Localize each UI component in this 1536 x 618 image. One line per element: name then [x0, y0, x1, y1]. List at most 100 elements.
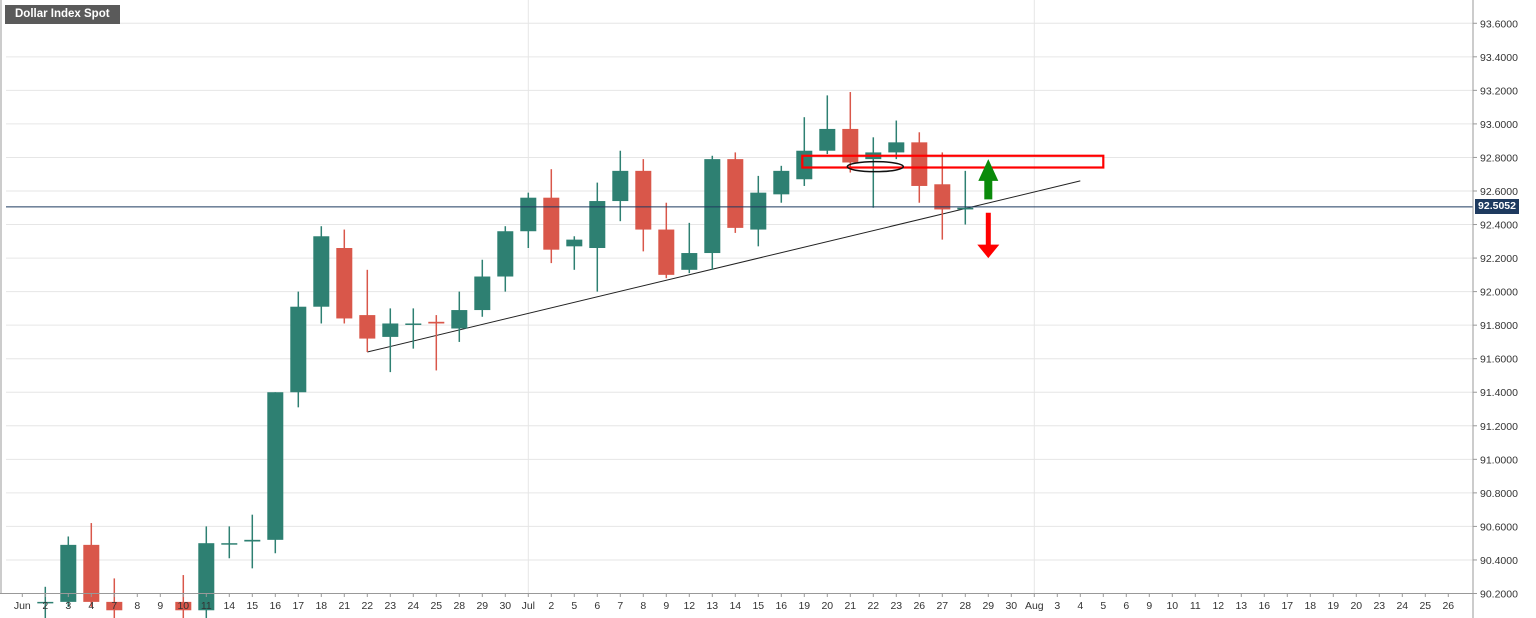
candle-body: [911, 142, 928, 186]
x-tick-label: 12: [1212, 600, 1224, 612]
y-tick-label: 93.0000: [1480, 119, 1518, 131]
candle-body: [474, 276, 491, 311]
candle-body: [359, 315, 376, 339]
highlight-ellipse: [846, 160, 905, 173]
x-tick-label: 13: [706, 600, 718, 612]
x-tick-label: 28: [453, 600, 465, 612]
candle-body: [681, 253, 698, 270]
x-tick-label: 5: [571, 600, 577, 612]
x-tick-label: 2: [42, 600, 48, 612]
bearish-candle: [336, 229, 353, 324]
y-tick-label: 93.4000: [1480, 52, 1518, 64]
candle-body: [290, 306, 307, 393]
bullish-candle: [267, 392, 284, 554]
x-tick-label: 29: [982, 600, 994, 612]
x-tick-label: 15: [752, 600, 764, 612]
x-tick-label: 23: [384, 600, 396, 612]
x-tick-label: 17: [292, 600, 304, 612]
candle-body: [267, 392, 284, 540]
candle-body: [106, 601, 123, 611]
x-tick-label: 7: [617, 600, 623, 612]
bullish-candle: [244, 514, 261, 569]
bullish-candle: [612, 150, 629, 222]
x-tick-label: 20: [821, 600, 833, 612]
candle-body: [658, 229, 675, 275]
candle-body: [543, 197, 560, 250]
x-tick-label: 4: [1077, 600, 1083, 612]
x-tick-label: 30: [499, 600, 511, 612]
y-tick-label: 91.6000: [1480, 354, 1518, 366]
bullish-candle: [865, 137, 882, 208]
bullish-candle: [704, 155, 721, 270]
x-tick-label: 11: [1190, 600, 1201, 612]
y-tick-label: 92.0000: [1480, 287, 1518, 299]
bearish-arrow: [977, 212, 1000, 259]
price-axis[interactable]: 90.2000 90.4000 90.6000 90.8000 91.0000 91.20…: [1472, 0, 1518, 618]
y-tick-label: 92.6000: [1480, 186, 1518, 198]
candle-body: [83, 544, 100, 602]
candle-body: [819, 128, 836, 151]
bullish-candle: [957, 170, 974, 225]
x-tick-label: 4: [88, 600, 94, 612]
bullish-candle: [313, 226, 330, 324]
bullish-candle: [773, 165, 790, 203]
x-tick-label: 23: [1373, 600, 1385, 612]
bullish-candle: [221, 526, 238, 559]
candle-body: [497, 231, 514, 277]
bearish-candle: [635, 159, 652, 252]
y-tick-label: 90.8000: [1480, 488, 1518, 500]
bearish-candle: [106, 578, 123, 618]
date-axis[interactable]: Jun 2 3 4 7 8 9 10 11 14 15 16 17 18 21 22 23 24 25 28 29 30 J…: [0, 593, 1473, 612]
chart-title: Dollar Index Spot: [5, 5, 120, 24]
bullish-candle: [589, 182, 606, 292]
bearish-candle: [658, 202, 675, 279]
y-tick-label: 91.2000: [1480, 421, 1518, 433]
x-tick-label: 6: [1123, 600, 1129, 612]
y-tick-label: 92.2000: [1480, 253, 1518, 265]
annotation-layer: [6, 154, 1473, 259]
x-tick-label: 18: [315, 600, 327, 612]
x-tick-label: 8: [134, 600, 140, 612]
x-tick-label: 19: [1327, 600, 1339, 612]
x-tick-label: 24: [1396, 600, 1408, 612]
bullish-candle: [37, 586, 54, 618]
bearish-candle: [842, 92, 859, 173]
bullish-candle: [520, 192, 537, 249]
y-tick-label: 90.6000: [1480, 521, 1518, 533]
x-tick-label: 16: [269, 600, 281, 612]
y-tick-label: 92.4000: [1480, 220, 1518, 232]
y-tick-label: 93.2000: [1480, 85, 1518, 97]
x-tick-label: 18: [1304, 600, 1316, 612]
x-tick-label: 13: [1235, 600, 1247, 612]
x-tick-label: 25: [1419, 600, 1431, 612]
candle-body: [520, 197, 537, 232]
bearish-candle: [543, 169, 560, 264]
bullish-candle: [497, 226, 514, 292]
bearish-candle: [428, 315, 445, 371]
bullish-candle: [451, 291, 468, 342]
x-tick-label: 30: [1005, 600, 1017, 612]
candle-body: [635, 170, 652, 230]
candle-body: [244, 539, 261, 542]
x-tick-label: 21: [338, 600, 350, 612]
candle-body: [589, 201, 606, 249]
bearish-candle: [83, 523, 100, 607]
candle-body: [750, 192, 767, 230]
bearish-candle: [359, 269, 376, 352]
current-price-label: 92.5052: [1475, 199, 1519, 214]
candle-body: [773, 170, 790, 195]
x-tick-label: 10: [177, 600, 189, 612]
x-tick-label: Jul: [522, 600, 535, 612]
x-tick-label: 7: [111, 600, 117, 612]
candle-body: [842, 128, 859, 163]
candle-body: [382, 323, 399, 337]
candle-body: [313, 236, 330, 307]
x-tick-label: 5: [1100, 600, 1106, 612]
candle-body: [612, 170, 629, 202]
x-tick-label: 17: [1281, 600, 1293, 612]
bullish-candle: [796, 117, 813, 186]
x-tick-label: 6: [594, 600, 600, 612]
x-tick-label: 14: [223, 600, 235, 612]
x-tick-label: 9: [157, 600, 163, 612]
